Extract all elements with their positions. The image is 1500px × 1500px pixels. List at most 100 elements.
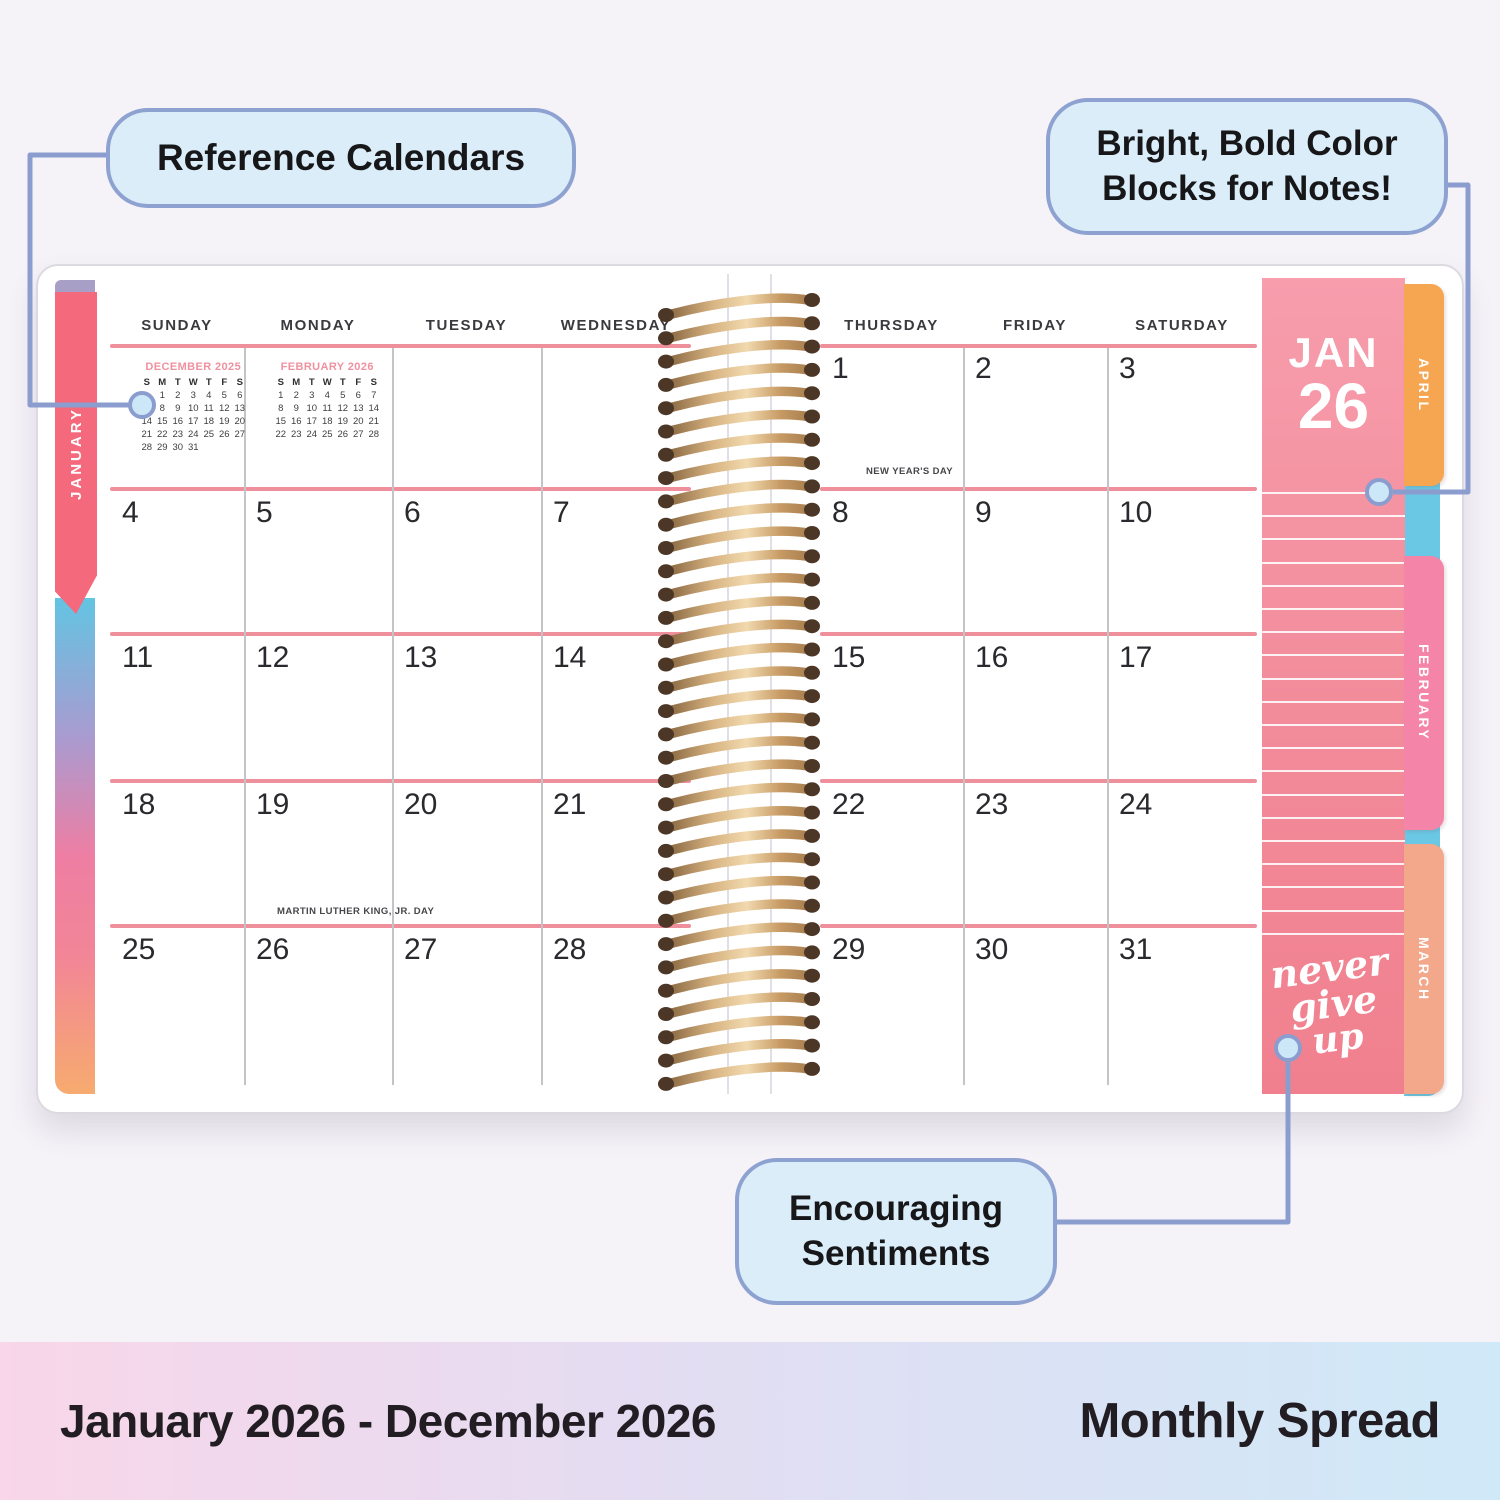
coil-loop-end [658, 331, 674, 346]
coil-loop-end [658, 750, 674, 765]
mini-calendar-date: 12 [218, 403, 230, 414]
coil-loop-end [804, 1038, 820, 1053]
mini-calendar-date: 26 [337, 429, 349, 440]
coil-loop [667, 316, 813, 343]
coil-loop-end [804, 572, 820, 587]
column-divider-line [541, 348, 543, 1085]
coil-loop-end [658, 1030, 674, 1045]
coil-loop [667, 386, 813, 412]
mini-calendar-date: 3 [309, 390, 315, 401]
mini-calendar-date: 6 [355, 390, 361, 401]
mini-calendar-date: 8 [159, 403, 165, 414]
date-cell-number: 8 [832, 496, 849, 529]
mini-calendar-date: 5 [340, 390, 346, 401]
coil-loop [667, 666, 813, 692]
coil-loop-end [658, 564, 674, 579]
date-cell-number: 17 [1119, 641, 1153, 674]
notes-line [1262, 677, 1405, 680]
coil-loop-end [658, 494, 674, 509]
left-page [95, 272, 729, 1096]
left-page-edge-gradient [55, 598, 95, 1094]
mini-calendar-day-letter: W [188, 377, 198, 388]
mini-calendar-date [217, 441, 233, 454]
date-cell-number: 24 [1119, 788, 1153, 821]
coil-loop [667, 922, 813, 948]
mini-calendar-date: 25 [203, 429, 215, 440]
mini-calendar-day-letter: S [143, 377, 150, 388]
mini-calendar-date: 27 [234, 429, 246, 440]
coil-loop [667, 1039, 813, 1065]
date-cell-number: 4 [122, 496, 139, 529]
mini-calendar-date: 4 [206, 390, 212, 401]
mini-calendar-date: 25 [321, 429, 333, 440]
left-page-inner-edge [727, 274, 729, 1094]
coil-loop-end [658, 377, 674, 392]
notes-line [1262, 770, 1405, 773]
spiral-binding-coil [658, 293, 820, 1091]
coil-loop [667, 736, 813, 762]
mini-calendar-date: 15 [275, 416, 287, 427]
date-cell-number: 18 [122, 788, 156, 821]
coil-loop-end [658, 913, 674, 928]
coil-loop-end [804, 992, 820, 1006]
coil-loop [667, 689, 813, 715]
mini-calendar-date: 5 [221, 390, 227, 401]
mini-calendar-day-letter: S [236, 377, 243, 388]
coil-loop [667, 596, 813, 622]
coil-loop-end [658, 937, 674, 952]
mini-calendar-date: 11 [322, 403, 333, 414]
date-cell-number: 23 [975, 788, 1009, 821]
header-thursday: THURSDAY [844, 316, 939, 334]
date-cell-number: 10 [1119, 496, 1153, 529]
coil-loop [667, 782, 813, 809]
mini-calendar-date: 3 [190, 390, 196, 401]
mini-calendar-date: 16 [172, 416, 184, 427]
coil-loop [667, 363, 813, 389]
coil-loop-end [804, 1061, 820, 1076]
notes-line [1262, 793, 1405, 796]
coil-loop [667, 526, 813, 552]
mini-calendar-date: 7 [371, 390, 377, 401]
week-separator-line [110, 632, 691, 636]
date-cell-number: 9 [975, 496, 992, 529]
mini-calendar-title: FEBRUARY 2026 [280, 361, 374, 373]
mini-calendar-day-letter: T [308, 377, 315, 388]
notes-line [1262, 515, 1405, 518]
coil-loop-end [804, 968, 820, 983]
date-cell-number: 22 [832, 788, 866, 821]
mini-calendar-date: 10 [187, 403, 199, 414]
mini-calendar-date: 7 [144, 403, 150, 414]
tab-january-label: JANUARY [67, 406, 85, 500]
tab-march-label: MARCH [1416, 936, 1432, 1002]
mini-calendar-date: 12 [337, 403, 349, 414]
coil-loop-end [658, 704, 674, 719]
coil-loop [667, 619, 813, 645]
coil-loop-end [658, 983, 674, 998]
month-label: JAN [1288, 329, 1379, 376]
coil-loop-end [658, 774, 674, 788]
mini-calendar-title: DECEMBER 2025 [145, 361, 242, 373]
notes-line [1262, 631, 1405, 634]
coil-loop-end [658, 843, 674, 858]
notes-line [1262, 724, 1405, 726]
mini-calendar-date: 27 [352, 429, 364, 440]
callout-encouraging-sentiments: Encouraging Sentiments [735, 1158, 1057, 1305]
week-separator-line [820, 779, 1257, 783]
coil-loop-end [804, 386, 820, 401]
coil-loop-end [804, 549, 820, 564]
date-cell-number: 21 [553, 788, 587, 821]
header-friday: FRIDAY [1002, 316, 1068, 334]
coil-loop-end [804, 689, 820, 704]
column-divider-line [392, 348, 394, 1085]
coil-loop-end [658, 680, 674, 695]
tab-march: MARCH [1404, 844, 1444, 1094]
mini-calendar-date: 21 [368, 416, 380, 427]
notes-line [1262, 886, 1405, 889]
coil-loop-end [804, 759, 820, 773]
notes-line [1262, 932, 1405, 935]
coil-loop [667, 643, 813, 669]
mini-calendar-date: 28 [141, 442, 153, 453]
mini-calendar-date: 23 [290, 429, 302, 440]
date-cell-number: 5 [256, 496, 273, 529]
